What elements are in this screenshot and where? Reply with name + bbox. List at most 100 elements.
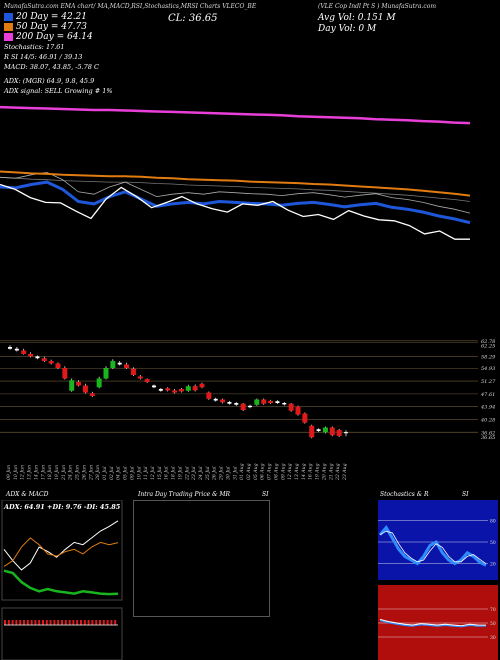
candle-body — [41, 358, 47, 361]
candle-body — [295, 406, 301, 415]
price-tick-label: 54.93 — [481, 366, 495, 372]
stochastics-level-label: 20 — [490, 562, 496, 568]
date-tick-label: 04 Jul — [116, 466, 122, 480]
candle-body — [248, 405, 252, 408]
legend-macd: MACD: 38.07, 43.85, -5.78 C — [4, 63, 99, 71]
date-tick-label: 13 Jun — [27, 465, 33, 480]
candle-body — [275, 401, 280, 403]
series-price — [0, 183, 470, 240]
macd-bar — [11, 620, 14, 625]
date-tick-label: 21 Aug — [328, 463, 334, 481]
price-tick-label: 43.94 — [480, 405, 495, 411]
candle-body — [206, 392, 212, 399]
price-tick-label: 58.29 — [481, 354, 496, 360]
ema20-band-line — [0, 171, 471, 214]
date-tick-label: 02 Aug — [246, 463, 252, 480]
series-minus-di — [3, 537, 119, 567]
candle-body — [137, 376, 143, 379]
date-tick-label: 26 Jul — [212, 466, 218, 481]
date-tick-label: 19 Jul — [177, 466, 183, 480]
ema20-swatch — [4, 12, 13, 21]
candle-body — [199, 383, 205, 388]
candle-body — [316, 429, 321, 431]
candle-body — [8, 347, 12, 349]
date-tick-label: 18 Jun — [47, 465, 53, 480]
series-plus-di — [3, 569, 119, 596]
legend-ema200: 200 Day = 64.14 — [4, 32, 113, 42]
intraday-panel — [133, 500, 270, 617]
candle-body — [261, 399, 267, 404]
date-tick-label: 17 Jun — [40, 465, 46, 480]
candle-body — [268, 400, 274, 403]
macd-frame — [1, 607, 123, 660]
date-tick-label: 19 Jun — [54, 465, 60, 480]
candle-body — [28, 354, 34, 357]
date-tick-label: 01 Jul — [102, 466, 108, 480]
date-tick-label: 08 Aug — [273, 463, 279, 480]
candle-body — [103, 368, 109, 379]
macd-bar — [106, 620, 109, 625]
date-tick-label: 01 Aug — [239, 463, 245, 480]
average-volume: Avg Vol: 0.151 M — [318, 13, 396, 23]
rsi-level-label: 30 — [490, 635, 496, 641]
macd-bar — [4, 620, 6, 625]
candle-body — [158, 389, 163, 391]
macd-bar — [80, 620, 82, 625]
candle-body — [144, 379, 150, 382]
date-tick-label: 12 Jun — [20, 465, 26, 480]
legend-ema50: 50 Day = 47.73 — [4, 22, 113, 32]
date-tick-label: 21 Jun — [61, 465, 67, 481]
macd-bar — [83, 620, 86, 625]
candle-body — [240, 403, 246, 410]
price-tick-label: 51.27 — [481, 379, 496, 385]
candle-body — [69, 380, 75, 391]
candle-body — [282, 403, 287, 405]
candle-body — [288, 403, 294, 411]
candle-body — [302, 413, 308, 423]
date-tick-label: 09 Aug — [280, 463, 286, 480]
close-price: CL: 36.65 — [168, 13, 218, 24]
stochastics-level-label: 80 — [490, 518, 496, 524]
date-tick-label: 14 Aug — [301, 463, 307, 480]
date-tick-label: 23 Jul — [191, 466, 197, 481]
date-tick-label: 06 Aug — [260, 463, 266, 480]
stochastics-panel-title: Stochastics & R — [380, 491, 429, 498]
macd-bar — [76, 620, 79, 625]
legend-adx: ADX: (MGR) 64.9, 9.8, 45.9 — [4, 77, 95, 85]
adx-values-text: ADX: 64.91 +DI: 9.76 -DI: 45.85 — [3, 503, 121, 511]
date-tick-label: 07 Aug — [267, 463, 273, 480]
price-tick-label: 36.62 — [481, 430, 495, 436]
candle-body — [178, 389, 184, 392]
series-rsi — [379, 618, 487, 627]
macd-bar — [49, 620, 52, 625]
macd-bar — [23, 620, 25, 625]
candle-body — [234, 403, 239, 405]
candle-body — [82, 385, 88, 393]
price-tick-label: 47.61 — [480, 392, 495, 398]
macd-bar — [68, 620, 71, 625]
intraday-panel-title: Intra Day Trading Price & MR — [138, 491, 231, 498]
price-tick-label: 62.78 — [481, 339, 495, 345]
date-tick-label: 05 Jul — [123, 466, 129, 480]
adx-macd-panel: ADX: 64.91 +DI: 9.76 -DI: 45.85 — [1, 500, 123, 660]
series-stochastics — [378, 525, 487, 567]
macd-bar — [19, 620, 22, 625]
rsi-background — [378, 585, 498, 660]
chart-header-right: (VLE Cop Indl Pt S ) MunafaSutra.com — [318, 3, 437, 10]
date-tick-label: 02 Jul — [109, 466, 115, 480]
macd-bar — [26, 620, 29, 625]
legend-rsi: R SI 14/5: 46.91 / 39.13 — [4, 53, 83, 61]
macd-bar — [102, 620, 105, 625]
day-volume: Day Vol: 0 M — [318, 24, 377, 34]
legend-ema20: 20 Day = 42.21 — [4, 12, 113, 22]
series-50-day — [0, 170, 471, 197]
date-tick-label: 14 Jun — [33, 465, 39, 480]
date-tick-label: 30 Jul — [225, 466, 231, 480]
macd-bar — [38, 620, 41, 625]
date-tick-label: 12 Aug — [287, 463, 293, 480]
date-tick-label: 24 Jun — [68, 465, 74, 481]
candle-body — [35, 356, 40, 359]
candle-body — [329, 427, 335, 436]
candle-body — [213, 398, 218, 401]
